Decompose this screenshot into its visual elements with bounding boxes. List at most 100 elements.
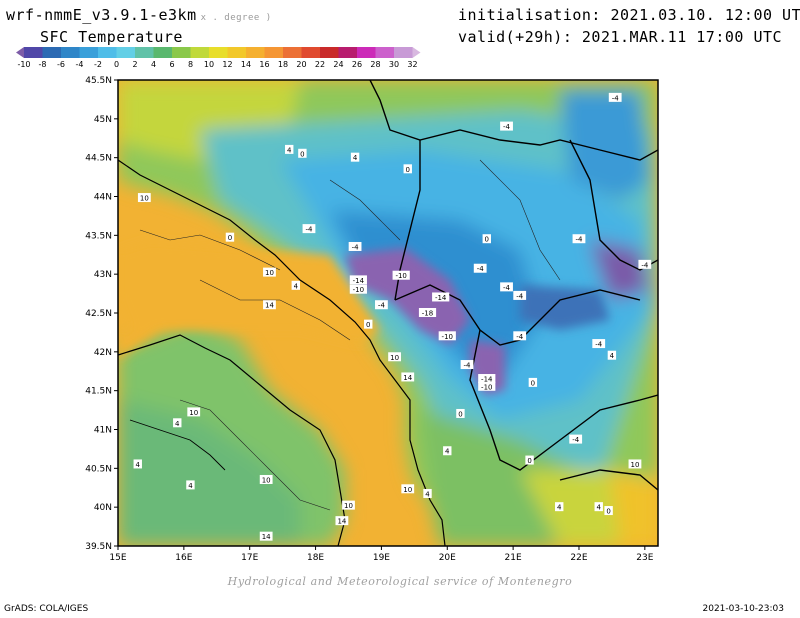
lat-tick-label: 43N <box>94 270 112 280</box>
color-legend: -10 -8 -6 -4 -2 0 2 4 6 8 10 12 14 16 18 20 22 24 26 28 30 32 <box>16 47 421 69</box>
contour-label: 10 <box>259 474 273 484</box>
legend-swatch <box>301 47 320 58</box>
model-title: wrf-nmmE_v3.9.1-e3km x . degree ) <box>6 6 272 24</box>
legend-swatch <box>209 47 228 58</box>
legend-arrow-high <box>412 47 421 58</box>
contour-label-text: 10 <box>344 502 353 510</box>
contour-label-text: -4 <box>378 302 386 310</box>
contour-label-bg <box>375 300 388 310</box>
legend-swatch <box>394 47 413 58</box>
drina-border <box>394 140 421 301</box>
contour-label: 4 <box>186 480 195 490</box>
contour-label-bg <box>263 267 276 277</box>
contour-label-bg <box>432 292 450 302</box>
lon-tick-label: 22E <box>570 553 587 563</box>
contour-label-bg <box>403 164 412 174</box>
contour-label: 4 <box>607 350 617 360</box>
contour-label-bg <box>187 407 201 417</box>
contour-line <box>139 229 281 271</box>
contour-label-text: 0 <box>606 508 610 516</box>
legend-label: 6 <box>169 60 174 69</box>
lat-tick-label: 44.5N <box>85 154 112 164</box>
contour-label-bg <box>443 446 452 456</box>
contour-label-text: 10 <box>630 461 639 469</box>
legend-swatch <box>153 47 172 58</box>
lat-tick-label: 40.5N <box>85 464 112 474</box>
contour-label-bg <box>423 488 432 498</box>
contour-label-text: 4 <box>188 482 193 490</box>
contour-label-bg <box>604 506 613 516</box>
contour-label: 10 <box>342 500 355 510</box>
contour-label-text: -10 <box>442 333 453 341</box>
contour-label: 0 <box>298 148 307 158</box>
legend-swatch <box>264 47 283 58</box>
contour-label-text: 0 <box>366 321 370 329</box>
credit-line: Hydrological and Meteorological service … <box>227 575 573 588</box>
contour-label-text: 10 <box>262 476 271 484</box>
contour-label-bg <box>607 350 617 360</box>
contour-label-bg <box>225 232 235 242</box>
contour-label-bg <box>392 270 410 280</box>
lat-tick-label: 45.5N <box>85 76 112 86</box>
contour-label-bg <box>478 374 496 384</box>
west-coastline <box>118 334 346 546</box>
contour-label-bg <box>478 381 496 391</box>
contour-label-bg <box>259 474 273 484</box>
contour-label: -14 <box>349 275 367 285</box>
lat-tick-label: 41N <box>94 426 112 436</box>
contour-label-bg <box>401 372 415 382</box>
contour-label: -4 <box>460 360 474 370</box>
contour-label-bg <box>482 234 491 244</box>
contour-label: -4 <box>500 121 513 131</box>
contour-label-text: -4 <box>477 265 485 273</box>
field-title: SFC Temperature <box>40 28 183 46</box>
legend-label: 14 <box>241 60 251 69</box>
lon-tick-label: 19E <box>373 553 390 563</box>
legend-arrow-low <box>16 47 24 58</box>
contour-label-bg <box>259 531 273 541</box>
legend-label: 8 <box>188 60 193 69</box>
legend-label: -8 <box>39 60 47 69</box>
legend-swatch <box>42 47 61 58</box>
contour-label-text: 4 <box>175 420 180 428</box>
contour-label: 4 <box>291 280 301 290</box>
contour-label-bg <box>291 280 301 290</box>
contour-label-bg <box>628 459 642 469</box>
legend-swatch <box>227 47 246 58</box>
contour-label-text: -4 <box>575 236 583 244</box>
contour-label: -10 <box>478 381 496 391</box>
legend-label: 28 <box>370 60 380 69</box>
lat-tick-label: 45N <box>94 115 112 125</box>
legend-swatch <box>375 47 394 58</box>
contour-label-text: -14 <box>435 294 447 302</box>
legend-swatch <box>246 47 265 58</box>
contour-line <box>199 279 351 341</box>
lat-tick-label: 41.5N <box>85 387 112 397</box>
lon-tick-label: 20E <box>439 553 456 563</box>
legend-swatch <box>116 47 135 58</box>
contour-label-bg <box>513 331 527 341</box>
contour-label-text: -4 <box>503 123 511 131</box>
contour-label-text: -14 <box>353 277 365 285</box>
contour-label-text: 10 <box>390 354 399 362</box>
contour-label: -4 <box>513 290 527 300</box>
contour-label: 10 <box>137 193 151 203</box>
contour-label-text: -10 <box>481 383 492 391</box>
contour-label-bg <box>335 516 349 526</box>
contour-label-text: -4 <box>503 284 511 292</box>
lat-tick-label: 44N <box>94 193 112 203</box>
contour-label-bg <box>418 308 437 317</box>
legend-swatch <box>79 47 98 58</box>
contour-label: -4 <box>513 331 527 341</box>
contour-label: -10 <box>392 270 410 280</box>
contour-label-bg <box>348 241 362 251</box>
contour-label-text: -14 <box>481 376 493 384</box>
contour-label: 4 <box>594 502 603 512</box>
legend-swatch <box>357 47 376 58</box>
contour-label: -14 <box>432 292 450 302</box>
contour-label: 14 <box>263 300 276 310</box>
contour-label-text: 0 <box>458 410 462 418</box>
contour-label-text: 4 <box>610 352 615 360</box>
contour-label: 4 <box>285 144 294 154</box>
